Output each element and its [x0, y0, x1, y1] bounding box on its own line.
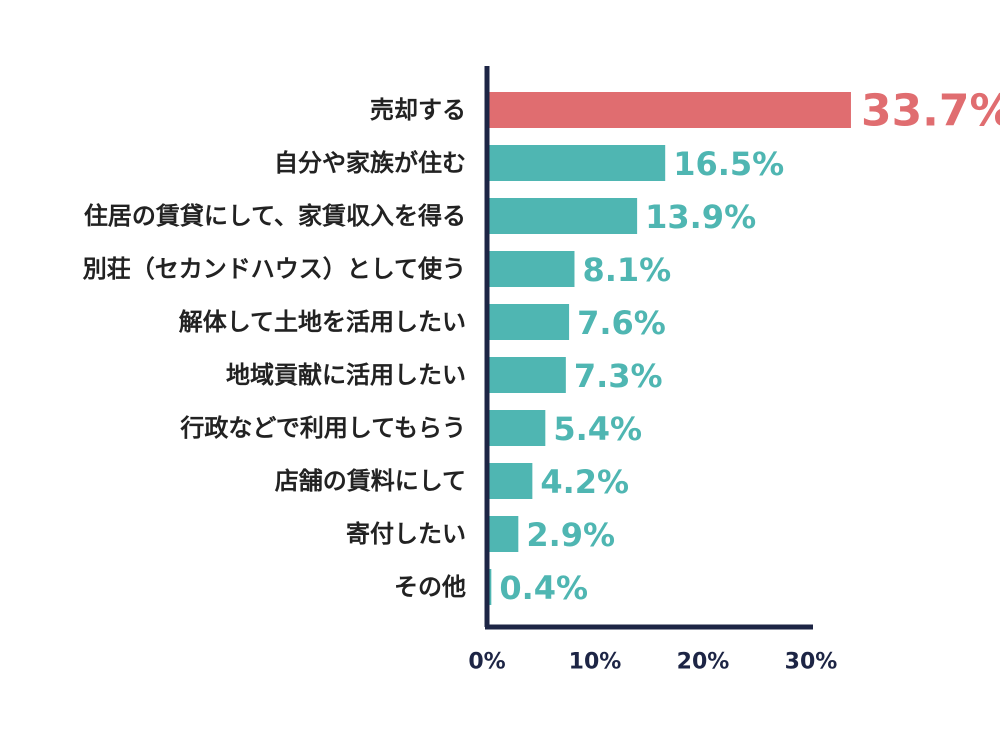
category-label-6: 地域貢献に活用したい	[226, 361, 466, 389]
value-label-1: 33.7%	[861, 86, 1000, 137]
value-labels-group: 33.7% 16.5% 13.9% 8.1% 7.6% 7.3% 5.4% 4.2% 2.9% 0…	[499, 86, 1000, 608]
bar-6	[487, 357, 566, 393]
x-tick-label-3: 20%	[677, 650, 730, 675]
value-label-5: 7.6%	[577, 304, 666, 342]
value-label-3: 13.9%	[645, 198, 756, 236]
category-label-8: 店舗の賃料にして	[275, 467, 466, 495]
bar-1	[487, 92, 851, 128]
bar-2	[487, 145, 666, 181]
category-label-5: 解体して土地を活用したい	[179, 308, 466, 336]
category-label-9: 寄付したい	[346, 520, 466, 548]
bars-group	[487, 92, 851, 605]
x-tick-labels-group: 0% 10% 20% 30%	[468, 650, 837, 675]
x-tick-label-4: 30%	[785, 650, 838, 675]
value-label-9: 2.9%	[526, 516, 615, 554]
value-label-8: 4.2%	[540, 463, 629, 501]
value-label-10: 0.4%	[499, 569, 588, 607]
value-label-4: 8.1%	[582, 251, 671, 289]
category-label-7: 行政などで利用してもらう	[179, 414, 466, 442]
bar-4	[487, 251, 575, 287]
category-labels-group: 売却する自分や家族が住む住居の賃貸にして、家賃収入を得る別荘（セカンドハウス）と…	[83, 96, 466, 601]
bar-8	[487, 463, 533, 499]
x-tick-label-2: 10%	[569, 650, 622, 675]
bar-3	[487, 198, 638, 234]
category-label-2: 自分や家族が住む	[274, 149, 466, 177]
bar-7	[487, 410, 546, 446]
value-label-2: 16.5%	[673, 145, 784, 183]
bar-9	[487, 516, 519, 552]
bar-5	[487, 304, 570, 340]
x-tick-label-1: 0%	[468, 650, 505, 675]
value-label-6: 7.3%	[574, 357, 663, 395]
category-label-4: 別荘（セカンドハウス）として使う	[83, 255, 466, 283]
axes-group	[484, 66, 813, 630]
category-label-10: その他	[394, 573, 466, 601]
category-label-3: 住居の賃貸にして、家賃収入を得る	[84, 202, 466, 230]
category-label-1: 売却する	[370, 96, 466, 124]
value-label-7: 5.4%	[553, 410, 642, 448]
